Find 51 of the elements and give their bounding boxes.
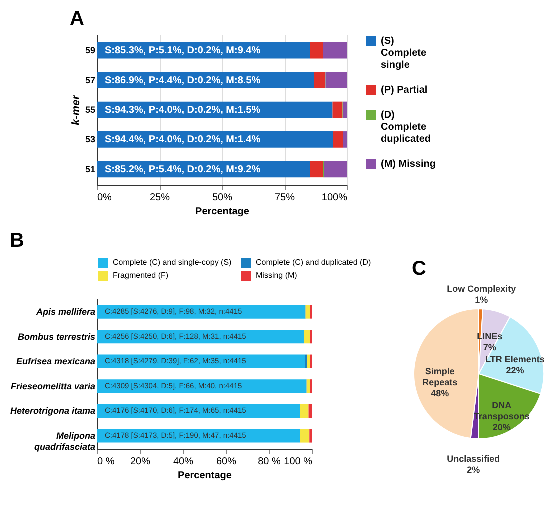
x-tick-label: 0 % <box>98 456 115 468</box>
chart-title: C <box>412 258 426 280</box>
x-tick-label: 25% <box>150 192 170 204</box>
data-label: S:85.3%, P:5.1%, D:0.2%, M:9.4% <box>105 46 261 57</box>
data-label: 1% <box>475 295 488 306</box>
y-tick-label: Apis mellifera <box>35 307 96 318</box>
y-tick-label: Heterotrigona itama <box>10 406 96 416</box>
data-label: 20% <box>492 422 511 433</box>
legend-label: Missing (M) <box>256 271 298 280</box>
x-tick-label: 0% <box>98 192 112 204</box>
data-label: S:94.4%, P:4.0%, D:0.2%, M:1.4% <box>105 134 261 146</box>
y-tick-label: 51 <box>85 164 96 174</box>
slice-label: Simple Repeats <box>422 366 458 388</box>
x-axis-title: Percentage <box>196 206 250 218</box>
x-tick-label: 100% <box>322 192 348 204</box>
x-axis-title: Percentage <box>178 470 232 482</box>
y-tick-label: 57 <box>85 75 96 86</box>
y-axis-title: k-mer <box>70 94 82 126</box>
y-tick-label: 55 <box>85 105 96 115</box>
x-tick-label: 20% <box>130 456 151 468</box>
data-label: 22% <box>506 366 524 376</box>
legend-label: Fragmented (F) <box>113 271 169 280</box>
legend-label: (P) Partial <box>381 85 428 96</box>
data-label: S:94.3%, P:4.0%, D:0.2%, M:1.5% <box>105 105 261 116</box>
x-tick-label: 60% <box>216 456 237 468</box>
x-tick-label: 80 % <box>258 456 282 468</box>
data-label: 7% <box>483 342 496 353</box>
x-tick-label: 75% <box>274 192 296 204</box>
data-label: 2% <box>467 464 480 475</box>
chart-title: B <box>10 230 24 252</box>
slice-label: Unclassified <box>447 454 500 464</box>
slice-label: LTR Elements <box>486 354 545 365</box>
y-tick-label: 59 <box>85 46 96 56</box>
y-tick-label: Bombus terrestris <box>18 332 96 342</box>
y-tick-label: Melipona quadrifasciata <box>34 430 96 452</box>
chart-title: A <box>70 8 84 30</box>
legend-label: (D) Complete duplicated <box>381 110 432 145</box>
x-tick-label: 50% <box>212 192 233 204</box>
data-label: S:86.9%, P:4.4%, D:0.2%, M:8.5% <box>105 75 261 86</box>
y-tick-label: Eufrisea mexicana <box>16 356 96 367</box>
legend-label: (M) Missing <box>381 159 436 170</box>
legend-label: Complete (C) and single-copy (S) <box>113 258 232 267</box>
y-tick-label: Frieseomelitta varia <box>10 381 96 392</box>
x-tick-label: 40% <box>173 456 194 468</box>
slice-label: Low Complexity <box>447 284 516 294</box>
legend-label: (S) Complete single <box>381 36 427 71</box>
data-label: S:85.2%, P:5.4%, D:0.2%, M:9.2% <box>105 164 261 176</box>
legend-label: Complete (C) and duplicated (D) <box>256 258 372 267</box>
y-tick-label: 53 <box>85 134 96 145</box>
data-label: 48% <box>431 388 450 399</box>
x-tick-label: 100 % <box>284 456 313 468</box>
